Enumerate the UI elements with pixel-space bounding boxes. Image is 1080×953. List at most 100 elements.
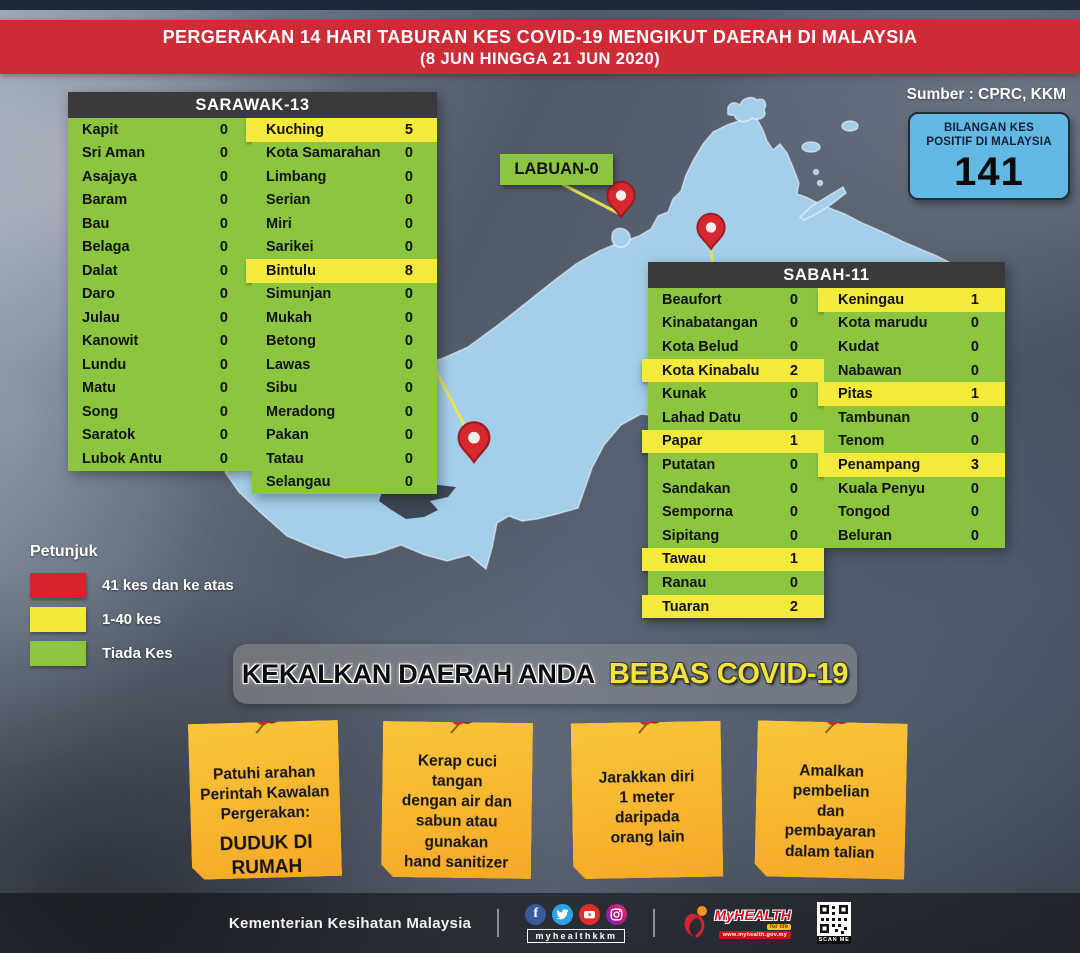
district-row: Saratok 0 <box>68 423 252 447</box>
footer-divider <box>653 909 656 937</box>
district-row: Sarikei 0 <box>252 235 437 259</box>
district-row: Miri 0 <box>252 212 437 236</box>
district-row: Matu 0 <box>68 376 252 400</box>
legend-label: 41 kes dan ke atas <box>102 577 234 594</box>
district-name: Belaga <box>82 239 130 256</box>
district-row: Kinabatangan 0 <box>648 311 824 336</box>
district-row: Kota marudu 0 <box>824 311 1005 336</box>
district-case-count: 0 <box>970 315 979 332</box>
district-case-count: 0 <box>789 386 798 403</box>
district-case-count: 0 <box>970 480 979 497</box>
islet-north-1 <box>726 96 767 123</box>
district-name: Nabawan <box>838 362 902 379</box>
district-name: Simunjan <box>266 286 332 303</box>
district-row: Keningau 1 <box>818 288 1005 312</box>
district-name: Song <box>82 403 119 420</box>
district-row: Penampang 3 <box>818 453 1005 477</box>
district-case-count: 0 <box>219 239 228 256</box>
district-name: Sri Aman <box>82 145 146 162</box>
district-name: Sandakan <box>662 480 731 497</box>
sticky-note-online-shopping: Amalkan pembelian dan pembayaran dalam t… <box>754 720 908 879</box>
district-row: Bintulu 8 <box>246 259 437 283</box>
district-name: Kanowit <box>82 333 139 350</box>
district-row: Daro 0 <box>68 282 252 306</box>
district-case-count: 1 <box>970 386 979 403</box>
district-row: Bau 0 <box>68 212 252 236</box>
district-case-count: 0 <box>404 474 413 491</box>
district-row: Serian 0 <box>252 188 437 212</box>
district-name: Kota Samarahan <box>266 145 381 162</box>
sticky-note-stay-home: Patuhi arahan Perintah Kawalan Pergeraka… <box>188 720 342 880</box>
district-row: Sipitang 0 <box>648 523 824 548</box>
district-row: Kota Samarahan 0 <box>252 141 437 165</box>
district-case-count: 1 <box>789 433 798 450</box>
district-case-count: 0 <box>219 333 228 350</box>
district-row: Kuala Penyu 0 <box>824 476 1005 501</box>
district-row: Kanowit 0 <box>68 329 252 353</box>
district-row: Baram 0 <box>68 188 252 212</box>
district-name: Tawau <box>662 551 707 568</box>
district-case-count: 0 <box>219 121 228 138</box>
myhealth-swirl-icon <box>684 906 708 938</box>
title-line2: (8 JUN HINGGA 21 JUN 2020) <box>420 50 660 68</box>
note-text: Amalkan pembelian dan pembayaran dalam t… <box>784 762 877 862</box>
district-name: Betong <box>266 333 316 350</box>
cta-text-black: KEKALKAN DAERAH ANDA <box>241 658 595 689</box>
district-case-count: 2 <box>789 598 798 615</box>
district-case-count: 0 <box>404 192 413 209</box>
district-name: Meradong <box>266 403 336 420</box>
district-name: Keningau <box>838 291 905 308</box>
district-case-count: 5 <box>404 121 413 138</box>
district-name: Beaufort <box>662 291 722 308</box>
district-name: Kota Belud <box>662 338 739 355</box>
district-case-count: 0 <box>404 145 413 162</box>
district-row: Sri Aman 0 <box>68 141 252 165</box>
district-case-count: 0 <box>219 145 228 162</box>
district-case-count: 0 <box>970 362 979 379</box>
district-row: Pakan 0 <box>252 423 437 447</box>
district-name: Bintulu <box>266 262 316 279</box>
islet-dot-1 <box>812 168 820 176</box>
legend-item-red: 41 kes dan ke atas <box>30 573 234 598</box>
district-row: Selangau 0 <box>252 470 437 494</box>
district-case-count: 0 <box>219 168 228 185</box>
cta-text-yellow: BEBAS COVID-19 <box>608 657 849 690</box>
district-row: Sandakan 0 <box>648 476 824 501</box>
district-row: Sibu 0 <box>252 376 437 400</box>
district-name: Kuala Penyu <box>838 480 926 497</box>
district-case-count: 0 <box>219 192 228 209</box>
legend: Petunjuk 41 kes dan ke atas 1-40 kes Tia… <box>30 543 234 675</box>
district-case-count: 0 <box>970 409 979 426</box>
district-name: Semporna <box>662 504 733 521</box>
myhealth-brand: MyHEALTH <box>714 907 792 923</box>
sabah-table-title: SABAH-11 <box>648 262 1005 288</box>
district-case-count: 0 <box>970 433 979 450</box>
legend-item-yellow: 1-40 kes <box>30 607 234 632</box>
twitter-icon <box>552 903 574 925</box>
district-row: Beaufort 0 <box>648 288 824 312</box>
district-case-count: 3 <box>970 456 979 473</box>
district-row: Lawas 0 <box>252 353 437 377</box>
district-case-count: 0 <box>404 333 413 350</box>
district-row: Belaga 0 <box>68 235 252 259</box>
district-case-count: 0 <box>219 262 228 279</box>
district-name: Kapit <box>82 121 119 138</box>
district-case-count: 0 <box>219 309 228 326</box>
district-row: Julau 0 <box>68 306 252 330</box>
district-case-count: 8 <box>404 262 413 279</box>
islet-dot-2 <box>816 179 824 187</box>
footer: Kementerian Kesihatan Malaysia f myhealt… <box>0 893 1080 953</box>
total-cases-value: 141 <box>954 149 1024 194</box>
district-row: Kuching 5 <box>246 118 437 142</box>
district-name: Dalat <box>82 262 118 279</box>
sabah-right-column: Keningau 1 Kota marudu 0 Kudat 0 Nabawan 0 Pitas… <box>818 288 1005 548</box>
district-row: Lubok Antu 0 <box>68 447 252 471</box>
sabah-left-column: Beaufort 0 Kinabatangan 0 Kota Belud 0 Kota Ki… <box>642 288 824 619</box>
social-block: f myhealthkkm <box>525 903 628 943</box>
district-name: Kota marudu <box>838 315 928 332</box>
district-case-count: 0 <box>404 450 413 467</box>
note-text: Patuhi arahan Perintah Kawalan Pergeraka… <box>200 763 330 824</box>
district-case-count: 0 <box>789 480 798 497</box>
legend-title: Petunjuk <box>30 543 98 560</box>
district-row: Tawau 1 <box>642 547 824 572</box>
